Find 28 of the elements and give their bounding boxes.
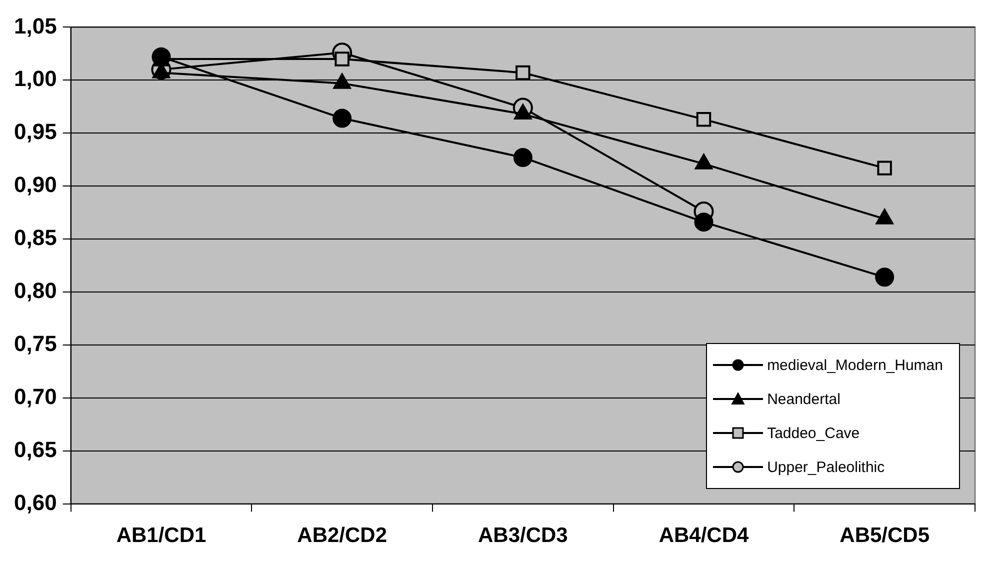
point: [516, 65, 530, 80]
y-tick-label: 1,05: [14, 13, 57, 38]
y-tick-label: 0,60: [14, 490, 57, 515]
x-tick-label: AB4/CD4: [658, 524, 749, 548]
y-tick-label: 1,00: [14, 66, 57, 92]
legend-label: Upper_Paleolithic: [767, 458, 885, 476]
point: [513, 148, 532, 167]
y-tick-label: 0,95: [14, 119, 57, 144]
y-tick-label: 0,90: [14, 172, 57, 198]
point: [875, 268, 894, 287]
y-tick-label: 0,70: [14, 384, 57, 409]
point: [696, 112, 712, 127]
y-tick-label: 0,85: [14, 225, 57, 250]
x-tick-label: AB1/CD1: [116, 524, 206, 548]
point: [877, 160, 892, 176]
y-tick-label: 0,80: [14, 278, 57, 304]
x-tick-label: AB2/CD2: [297, 524, 388, 548]
legend-label: Neandertal: [767, 390, 840, 408]
y-tick-label: 0,75: [14, 330, 57, 356]
point: [152, 47, 171, 66]
legend-label: Taddeo_Cave: [767, 424, 860, 442]
y-tick-label: 0,65: [14, 436, 57, 462]
x-tick-label: AB3/CD3: [478, 524, 568, 548]
legend-label: medieval_Modern_Human: [767, 356, 943, 374]
point: [334, 52, 350, 66]
point: [332, 108, 352, 128]
point: [694, 212, 714, 232]
x-tick-label: AB5/CD5: [840, 524, 930, 548]
